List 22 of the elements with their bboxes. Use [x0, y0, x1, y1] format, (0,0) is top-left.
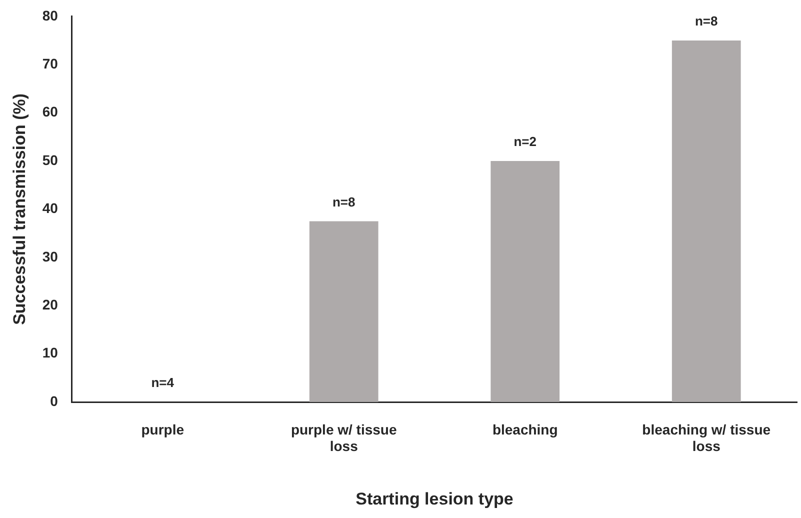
y-tick-label: 20: [42, 296, 58, 312]
y-tick-label: 0: [50, 392, 58, 409]
y-tick-label: 40: [42, 200, 58, 216]
y-tick-label: 10: [42, 344, 58, 361]
y-tick-label: 60: [42, 104, 58, 120]
y-tick-label: 80: [42, 7, 58, 24]
annotation: n=8: [332, 194, 356, 210]
bar: [309, 221, 378, 402]
y-axis-title: Successful transmission (%): [10, 93, 29, 325]
y-tick-label: 50: [42, 152, 58, 168]
x-tick-label: bleaching w/ tissue loss: [642, 421, 771, 454]
bar: [672, 40, 741, 402]
annotation: n=2: [514, 134, 536, 150]
annotation: n=8: [694, 14, 718, 29]
x-tick-label: purple: [141, 421, 184, 438]
annotation: n=4: [151, 375, 175, 390]
x-tick-label: purple w/ tissue loss: [290, 421, 397, 454]
bar: [490, 161, 560, 402]
x-axis-title: Starting lesion type: [356, 489, 514, 508]
y-tick-label: 70: [42, 55, 58, 72]
y-tick-label: 30: [42, 248, 58, 264]
x-tick-label: bleaching: [492, 421, 558, 438]
